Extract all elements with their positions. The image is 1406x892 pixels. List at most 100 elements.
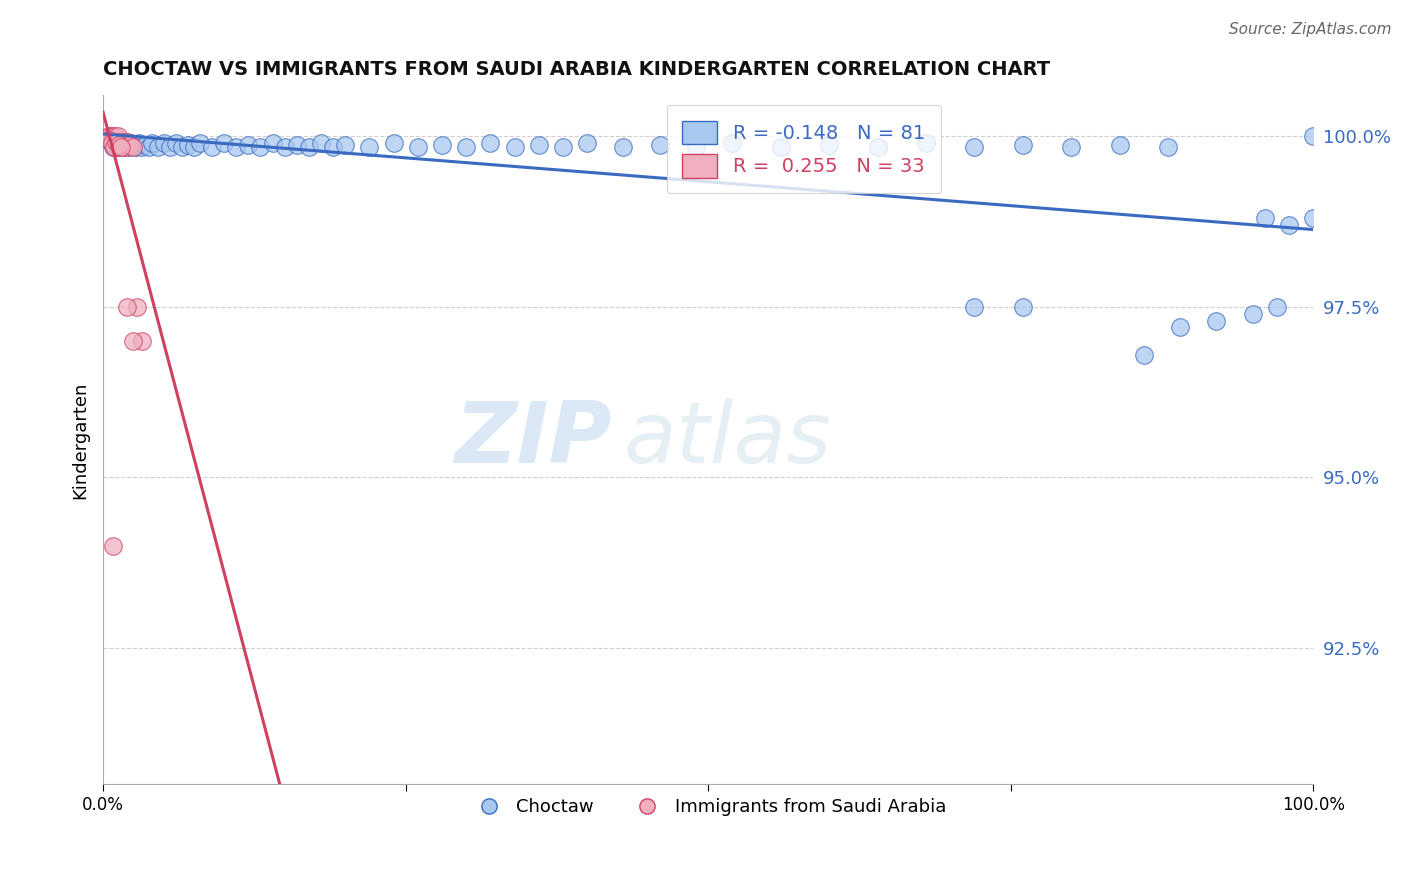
Point bbox=[108, 135, 131, 149]
Point bbox=[104, 136, 127, 151]
Point bbox=[120, 136, 142, 151]
Point bbox=[104, 137, 127, 152]
Point bbox=[110, 139, 132, 153]
Point bbox=[108, 139, 131, 153]
Point bbox=[1302, 211, 1324, 226]
Point bbox=[170, 139, 193, 153]
Point bbox=[122, 137, 145, 152]
Point bbox=[105, 135, 128, 149]
Point bbox=[177, 137, 200, 152]
Point bbox=[818, 137, 841, 152]
Point bbox=[152, 136, 174, 151]
Point bbox=[108, 135, 131, 149]
Point bbox=[249, 139, 271, 153]
Point bbox=[117, 135, 139, 149]
Point bbox=[122, 139, 145, 153]
Point bbox=[114, 136, 136, 151]
Point bbox=[100, 136, 122, 151]
Point bbox=[1254, 211, 1277, 226]
Point bbox=[648, 137, 671, 152]
Point bbox=[110, 137, 132, 152]
Point bbox=[1011, 300, 1033, 314]
Point bbox=[108, 139, 131, 153]
Point bbox=[101, 136, 124, 151]
Point bbox=[111, 136, 134, 151]
Point bbox=[273, 139, 295, 153]
Point bbox=[118, 139, 141, 153]
Point bbox=[165, 136, 187, 151]
Point bbox=[322, 139, 344, 153]
Point bbox=[107, 129, 129, 144]
Point bbox=[430, 137, 453, 152]
Point bbox=[146, 139, 169, 153]
Point bbox=[612, 139, 634, 153]
Point bbox=[105, 135, 128, 149]
Point bbox=[285, 137, 308, 152]
Point bbox=[125, 139, 148, 153]
Point bbox=[101, 129, 124, 144]
Point bbox=[262, 136, 284, 151]
Point bbox=[1108, 137, 1130, 152]
Point bbox=[1157, 139, 1180, 153]
Point bbox=[105, 135, 128, 149]
Point bbox=[131, 139, 153, 153]
Point bbox=[201, 139, 224, 153]
Point bbox=[111, 135, 134, 149]
Point bbox=[309, 136, 332, 151]
Point bbox=[769, 139, 792, 153]
Point bbox=[100, 136, 122, 151]
Text: ZIP: ZIP bbox=[454, 399, 612, 482]
Point bbox=[1302, 129, 1324, 144]
Point bbox=[114, 139, 136, 153]
Point bbox=[721, 136, 744, 151]
Point bbox=[125, 300, 148, 314]
Point bbox=[1060, 139, 1083, 153]
Point bbox=[138, 139, 160, 153]
Point bbox=[112, 135, 135, 149]
Point bbox=[103, 133, 125, 147]
Point bbox=[503, 139, 526, 153]
Text: CHOCTAW VS IMMIGRANTS FROM SAUDI ARABIA KINDERGARTEN CORRELATION CHART: CHOCTAW VS IMMIGRANTS FROM SAUDI ARABIA … bbox=[103, 60, 1050, 78]
Point bbox=[108, 137, 131, 152]
Point bbox=[117, 300, 139, 314]
Point bbox=[101, 539, 124, 553]
Point bbox=[915, 136, 938, 151]
Point bbox=[1278, 218, 1301, 232]
Point bbox=[128, 136, 150, 151]
Point bbox=[183, 139, 205, 153]
Point bbox=[122, 334, 145, 348]
Point bbox=[963, 139, 986, 153]
Point bbox=[134, 137, 156, 152]
Point bbox=[382, 136, 405, 151]
Point bbox=[103, 139, 125, 153]
Point bbox=[100, 133, 122, 147]
Point bbox=[98, 133, 121, 147]
Point bbox=[225, 139, 247, 153]
Point bbox=[212, 136, 235, 151]
Point bbox=[1241, 307, 1264, 321]
Point bbox=[101, 139, 124, 153]
Point bbox=[1168, 320, 1191, 334]
Point bbox=[963, 300, 986, 314]
Point bbox=[107, 136, 129, 151]
Point bbox=[141, 136, 163, 151]
Point bbox=[1205, 313, 1227, 327]
Point bbox=[1011, 137, 1033, 152]
Text: Source: ZipAtlas.com: Source: ZipAtlas.com bbox=[1229, 22, 1392, 37]
Y-axis label: Kindergarten: Kindergarten bbox=[72, 381, 89, 499]
Point bbox=[117, 135, 139, 149]
Point bbox=[527, 137, 550, 152]
Point bbox=[107, 136, 129, 151]
Point bbox=[551, 139, 574, 153]
Point bbox=[159, 139, 181, 153]
Point bbox=[100, 129, 122, 144]
Point bbox=[115, 136, 138, 151]
Point bbox=[866, 139, 889, 153]
Point bbox=[406, 139, 429, 153]
Point bbox=[98, 129, 121, 144]
Point bbox=[298, 139, 321, 153]
Point bbox=[1265, 300, 1288, 314]
Point bbox=[110, 136, 132, 151]
Point bbox=[104, 139, 127, 153]
Point bbox=[685, 139, 707, 153]
